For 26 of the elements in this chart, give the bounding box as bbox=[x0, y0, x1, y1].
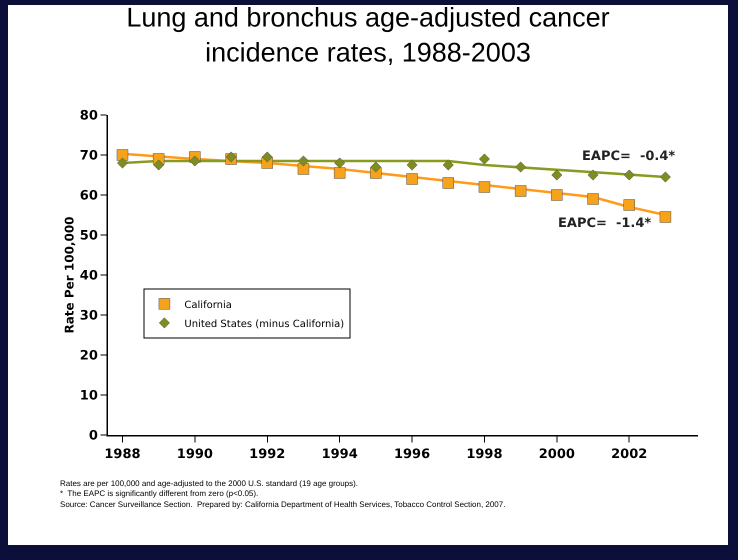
y-axis-title: Rate Per 100,000 bbox=[62, 216, 76, 334]
y-tick-label: 0 bbox=[88, 428, 98, 444]
x-tick-label: 1998 bbox=[466, 447, 503, 462]
y-tick-label: 50 bbox=[80, 228, 98, 244]
annotation: EAPC= -0.4* bbox=[582, 149, 676, 164]
text: Rates are per 100,000 and age-adjusted to the 2000 U.S. standard (19 age groups). bbox=[60, 479, 358, 488]
x-tick-label: 2000 bbox=[538, 447, 575, 462]
x-tick-label: 1996 bbox=[394, 447, 430, 462]
y-tick-label: 20 bbox=[80, 348, 98, 364]
legend-label: United States (minus California) bbox=[184, 318, 344, 330]
x-tick-label: 2002 bbox=[611, 447, 648, 462]
y-tick-label: 80 bbox=[80, 108, 98, 124]
y-tick-label: 60 bbox=[80, 188, 98, 204]
chart-title: Lung and bronchus age-adjusted cancer incidence rates, 1988-2003 bbox=[126, 2, 610, 68]
y-tick-label: 30 bbox=[80, 308, 98, 324]
source-note: Source: Cancer Surveillance Section. Prepared by: California Department of Health Services, Tobacco Control Section, 2007. bbox=[60, 500, 506, 509]
legend-label: California bbox=[184, 300, 232, 311]
x-tick-label: 1992 bbox=[249, 447, 286, 462]
y-tick-label: 10 bbox=[80, 388, 98, 404]
x-tick-label: 1994 bbox=[322, 447, 358, 462]
annotation: EAPC= -1.4* bbox=[558, 216, 652, 231]
x-tick-label: 1990 bbox=[176, 447, 213, 462]
y-tick-label: 40 bbox=[80, 268, 98, 284]
x-tick-label: 1988 bbox=[104, 447, 141, 462]
y-tick-label: 70 bbox=[80, 148, 98, 164]
text: * The EAPC is significantly different from zero (p<0.05). bbox=[60, 489, 258, 498]
